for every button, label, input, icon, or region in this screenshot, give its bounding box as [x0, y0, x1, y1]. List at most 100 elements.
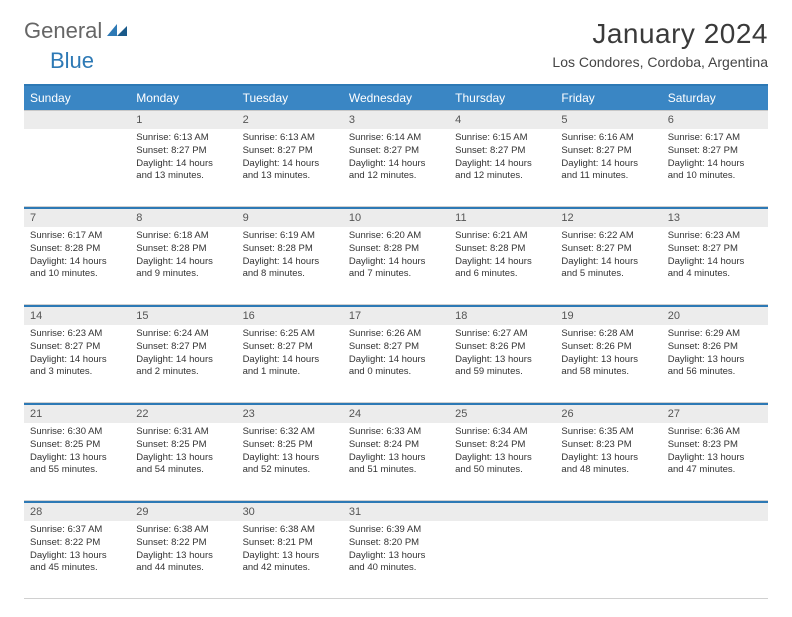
day-cell: Sunrise: 6:22 AMSunset: 8:27 PMDaylight:…	[555, 227, 661, 305]
day-line: Sunset: 8:27 PM	[136, 145, 230, 158]
day-cell: Sunrise: 6:24 AMSunset: 8:27 PMDaylight:…	[130, 325, 236, 403]
day-line: Sunset: 8:24 PM	[455, 439, 549, 452]
day-number: 25	[449, 403, 555, 423]
day-cell: Sunrise: 6:36 AMSunset: 8:23 PMDaylight:…	[662, 423, 768, 501]
day-line: Daylight: 14 hours	[30, 354, 124, 367]
day-line: Daylight: 14 hours	[243, 354, 337, 367]
day-line: Sunset: 8:28 PM	[136, 243, 230, 256]
day-line: Daylight: 13 hours	[561, 354, 655, 367]
day-number	[24, 110, 130, 129]
day-line: and 58 minutes.	[561, 366, 655, 379]
day-number: 30	[237, 501, 343, 521]
day-line: Sunset: 8:27 PM	[668, 243, 762, 256]
day-number: 2	[237, 110, 343, 129]
day-line: Sunset: 8:27 PM	[243, 341, 337, 354]
day-line: Sunrise: 6:29 AM	[668, 328, 762, 341]
dow-header: Tuesday	[237, 86, 343, 110]
brand-logo: General	[24, 18, 131, 44]
day-line: Sunrise: 6:26 AM	[349, 328, 443, 341]
day-line: Sunrise: 6:33 AM	[349, 426, 443, 439]
day-line: Sunset: 8:25 PM	[243, 439, 337, 452]
title-block: January 2024 Los Condores, Cordoba, Arge…	[552, 18, 768, 70]
day-cell: Sunrise: 6:29 AMSunset: 8:26 PMDaylight:…	[662, 325, 768, 403]
day-line: and 55 minutes.	[30, 464, 124, 477]
day-number	[555, 501, 661, 521]
day-cell	[555, 521, 661, 599]
day-number: 15	[130, 305, 236, 325]
dow-header: Saturday	[662, 86, 768, 110]
day-line: Sunrise: 6:23 AM	[668, 230, 762, 243]
day-number: 16	[237, 305, 343, 325]
day-number: 17	[343, 305, 449, 325]
day-line: and 52 minutes.	[243, 464, 337, 477]
day-line: Sunset: 8:24 PM	[349, 439, 443, 452]
day-number: 19	[555, 305, 661, 325]
day-line: Sunrise: 6:22 AM	[561, 230, 655, 243]
day-cell: Sunrise: 6:20 AMSunset: 8:28 PMDaylight:…	[343, 227, 449, 305]
day-cell: Sunrise: 6:32 AMSunset: 8:25 PMDaylight:…	[237, 423, 343, 501]
day-line: Daylight: 13 hours	[243, 452, 337, 465]
day-number: 23	[237, 403, 343, 423]
day-line: Sunset: 8:27 PM	[455, 145, 549, 158]
day-line: and 4 minutes.	[668, 268, 762, 281]
day-line: Daylight: 14 hours	[349, 354, 443, 367]
day-cell: Sunrise: 6:17 AMSunset: 8:27 PMDaylight:…	[662, 129, 768, 207]
day-line: Sunset: 8:23 PM	[561, 439, 655, 452]
day-line: Daylight: 13 hours	[349, 452, 443, 465]
day-line: Daylight: 13 hours	[349, 550, 443, 563]
day-line: Sunset: 8:26 PM	[668, 341, 762, 354]
day-line: Sunset: 8:27 PM	[668, 145, 762, 158]
day-line: and 9 minutes.	[136, 268, 230, 281]
day-line: and 3 minutes.	[30, 366, 124, 379]
day-cell: Sunrise: 6:13 AMSunset: 8:27 PMDaylight:…	[237, 129, 343, 207]
dow-header: Sunday	[24, 86, 130, 110]
day-number: 21	[24, 403, 130, 423]
day-cell: Sunrise: 6:23 AMSunset: 8:27 PMDaylight:…	[24, 325, 130, 403]
day-line: Sunrise: 6:34 AM	[455, 426, 549, 439]
day-line: Sunrise: 6:38 AM	[136, 524, 230, 537]
day-line: Sunrise: 6:20 AM	[349, 230, 443, 243]
day-line: Sunset: 8:28 PM	[455, 243, 549, 256]
day-line: Daylight: 14 hours	[668, 256, 762, 269]
day-line: and 2 minutes.	[136, 366, 230, 379]
day-line: and 50 minutes.	[455, 464, 549, 477]
day-line: Sunset: 8:27 PM	[349, 145, 443, 158]
day-number: 13	[662, 207, 768, 227]
day-line: Daylight: 13 hours	[30, 452, 124, 465]
day-cell: Sunrise: 6:38 AMSunset: 8:21 PMDaylight:…	[237, 521, 343, 599]
day-line: Daylight: 14 hours	[455, 256, 549, 269]
day-cell: Sunrise: 6:21 AMSunset: 8:28 PMDaylight:…	[449, 227, 555, 305]
day-line: and 45 minutes.	[30, 562, 124, 575]
day-line: and 10 minutes.	[668, 170, 762, 183]
day-line: and 12 minutes.	[455, 170, 549, 183]
day-number: 28	[24, 501, 130, 521]
day-line: Sunrise: 6:13 AM	[136, 132, 230, 145]
day-cell: Sunrise: 6:31 AMSunset: 8:25 PMDaylight:…	[130, 423, 236, 501]
day-line: and 54 minutes.	[136, 464, 230, 477]
day-line: Sunrise: 6:17 AM	[30, 230, 124, 243]
day-line: Sunset: 8:28 PM	[30, 243, 124, 256]
day-cell: Sunrise: 6:38 AMSunset: 8:22 PMDaylight:…	[130, 521, 236, 599]
day-cell: Sunrise: 6:35 AMSunset: 8:23 PMDaylight:…	[555, 423, 661, 501]
day-number: 8	[130, 207, 236, 227]
day-cell: Sunrise: 6:27 AMSunset: 8:26 PMDaylight:…	[449, 325, 555, 403]
day-line: Daylight: 14 hours	[243, 158, 337, 171]
day-line: Sunrise: 6:37 AM	[30, 524, 124, 537]
day-line: and 6 minutes.	[455, 268, 549, 281]
day-cell: Sunrise: 6:17 AMSunset: 8:28 PMDaylight:…	[24, 227, 130, 305]
day-line: Sunrise: 6:24 AM	[136, 328, 230, 341]
day-line: Sunset: 8:21 PM	[243, 537, 337, 550]
day-line: and 51 minutes.	[349, 464, 443, 477]
day-number: 14	[24, 305, 130, 325]
day-line: and 7 minutes.	[349, 268, 443, 281]
day-line: and 0 minutes.	[349, 366, 443, 379]
day-line: Sunset: 8:27 PM	[561, 243, 655, 256]
dow-header: Friday	[555, 86, 661, 110]
dow-header: Wednesday	[343, 86, 449, 110]
day-line: Sunrise: 6:25 AM	[243, 328, 337, 341]
day-line: Sunrise: 6:14 AM	[349, 132, 443, 145]
day-line: Daylight: 14 hours	[243, 256, 337, 269]
day-number: 10	[343, 207, 449, 227]
day-line: Daylight: 13 hours	[243, 550, 337, 563]
day-line: Daylight: 14 hours	[136, 354, 230, 367]
